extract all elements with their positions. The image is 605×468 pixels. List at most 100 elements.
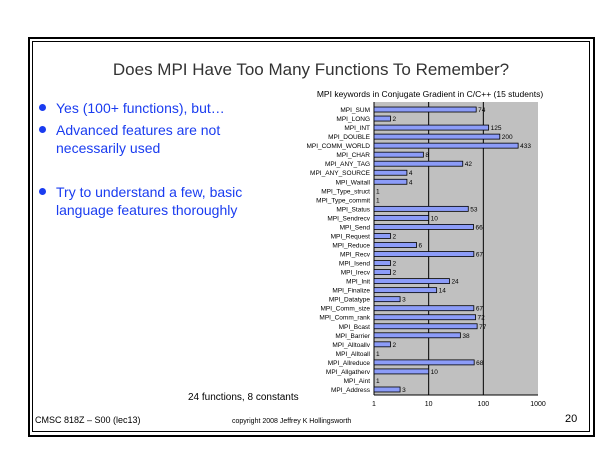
category-label: MPI_Datatype	[329, 297, 371, 304]
category-label: MPI_Alltoall	[336, 351, 371, 358]
slide-outer-border	[28, 37, 595, 437]
bullet-dot-icon	[39, 188, 46, 195]
data-label: 1	[376, 351, 380, 358]
summary-note: 24 functions, 8 constants	[188, 392, 299, 403]
category-label: MPI_Irecv	[341, 270, 371, 277]
slide-title: Does MPI Have Too Many Functions To Reme…	[112, 60, 510, 79]
category-label: MPI_LONG	[336, 116, 370, 123]
bar	[373, 386, 401, 393]
category-label: MPI_Type_commit	[316, 197, 370, 204]
bullet-3: Try to understand a few, basic language …	[39, 183, 291, 219]
data-label: 77	[479, 324, 487, 331]
category-label: MPI_DOUBLE	[328, 134, 371, 141]
category-label: MPI_Finalize	[332, 288, 370, 295]
category-label: MPI_Status	[336, 206, 370, 213]
data-label: 6	[419, 242, 423, 249]
bar	[373, 151, 424, 158]
category-label: MPI_Request	[331, 233, 371, 240]
data-label: 67	[476, 252, 484, 259]
category-label: MPI_INT	[344, 125, 370, 132]
category-label: MPI_SUM	[340, 107, 370, 114]
data-label: 67	[476, 306, 484, 313]
bullet-1: Yes (100+ functions), but…	[39, 99, 225, 117]
slide-inner-border	[32, 41, 590, 432]
data-label: 3	[402, 297, 406, 304]
data-label: 72	[478, 315, 486, 322]
bar	[373, 251, 475, 257]
bullet-2: Advanced features are not necessarily us…	[39, 121, 256, 157]
bar	[373, 142, 519, 149]
data-label: 1	[376, 197, 380, 204]
data-label: 66	[475, 224, 483, 231]
data-label: 74	[478, 107, 486, 114]
bar	[373, 178, 408, 185]
chart-title: MPI keywords in Conjugate Gradient in C/…	[317, 89, 543, 99]
bar	[373, 260, 391, 266]
bar	[373, 233, 391, 239]
data-label: 3	[402, 387, 406, 394]
category-label: MPI_Address	[331, 387, 371, 394]
category-label: MPI_Type_struct	[321, 188, 370, 195]
data-label: 1	[376, 378, 380, 385]
bar	[373, 205, 469, 212]
category-label: MPI_Send	[340, 224, 371, 231]
footer-copyright: copyright 2008 Jeffrey K Hollingsworth	[232, 418, 352, 425]
x-tick-label: 1000	[530, 401, 546, 408]
category-label: MPI_Allreduce	[328, 360, 371, 367]
category-label: MPI_Recv	[340, 252, 371, 259]
data-label: 10	[431, 215, 439, 222]
category-label: MPI_CHAR	[336, 152, 370, 159]
bar	[373, 296, 401, 303]
bar	[373, 169, 408, 176]
data-label: 53	[470, 206, 478, 213]
bar	[373, 124, 490, 131]
bar	[373, 332, 461, 339]
data-label: 4	[409, 179, 413, 186]
category-label: MPI_Aint	[344, 378, 371, 385]
x-tick-label: 10	[425, 401, 433, 408]
data-label: 10	[431, 369, 439, 376]
bar	[373, 368, 430, 375]
category-label: MPI_Waitall	[336, 179, 371, 186]
data-label: 2	[392, 233, 396, 240]
x-tick-label: 1	[372, 401, 376, 408]
category-label: MPI_Comm_rank	[319, 315, 370, 322]
bar	[373, 287, 438, 294]
bar	[373, 133, 501, 140]
category-label: MPI_Allgatherv	[326, 369, 371, 376]
bar	[373, 160, 464, 167]
category-label: MPI_Isend	[339, 261, 370, 268]
data-label: 125	[491, 125, 502, 132]
bullet-dot-icon	[39, 104, 46, 111]
bullet-text: Yes (100+ functions), but…	[56, 100, 225, 116]
plot-area	[374, 102, 538, 395]
category-label: MPI_Sendrecv	[327, 215, 370, 222]
data-label: 8	[425, 152, 429, 159]
bar	[373, 242, 417, 248]
bar	[373, 359, 475, 366]
bar	[373, 314, 476, 321]
bar	[373, 214, 430, 221]
data-label: 24	[451, 279, 459, 286]
page-number: 20	[565, 413, 578, 425]
data-label: 14	[439, 288, 447, 295]
data-label: 68	[476, 360, 484, 367]
data-label: 200	[502, 134, 513, 141]
bullet-text: Advanced features are not necessarily us…	[56, 122, 221, 156]
bar	[373, 305, 475, 312]
data-label: 42	[465, 161, 473, 168]
category-label: MPI_Bcast	[339, 324, 371, 331]
x-tick-label: 100	[477, 401, 489, 408]
bar	[373, 224, 474, 230]
footer-course: CMSC 818Z – S00 (lec13)	[35, 415, 141, 425]
bar	[373, 106, 477, 113]
data-label: 2	[392, 261, 396, 268]
data-label: 4	[409, 170, 413, 177]
category-label: MPI_COMM_WORLD	[306, 143, 370, 150]
bar	[373, 115, 391, 122]
bar	[373, 341, 391, 348]
bar	[373, 278, 450, 285]
data-label: 2	[392, 270, 396, 277]
data-label: 433	[520, 143, 531, 150]
